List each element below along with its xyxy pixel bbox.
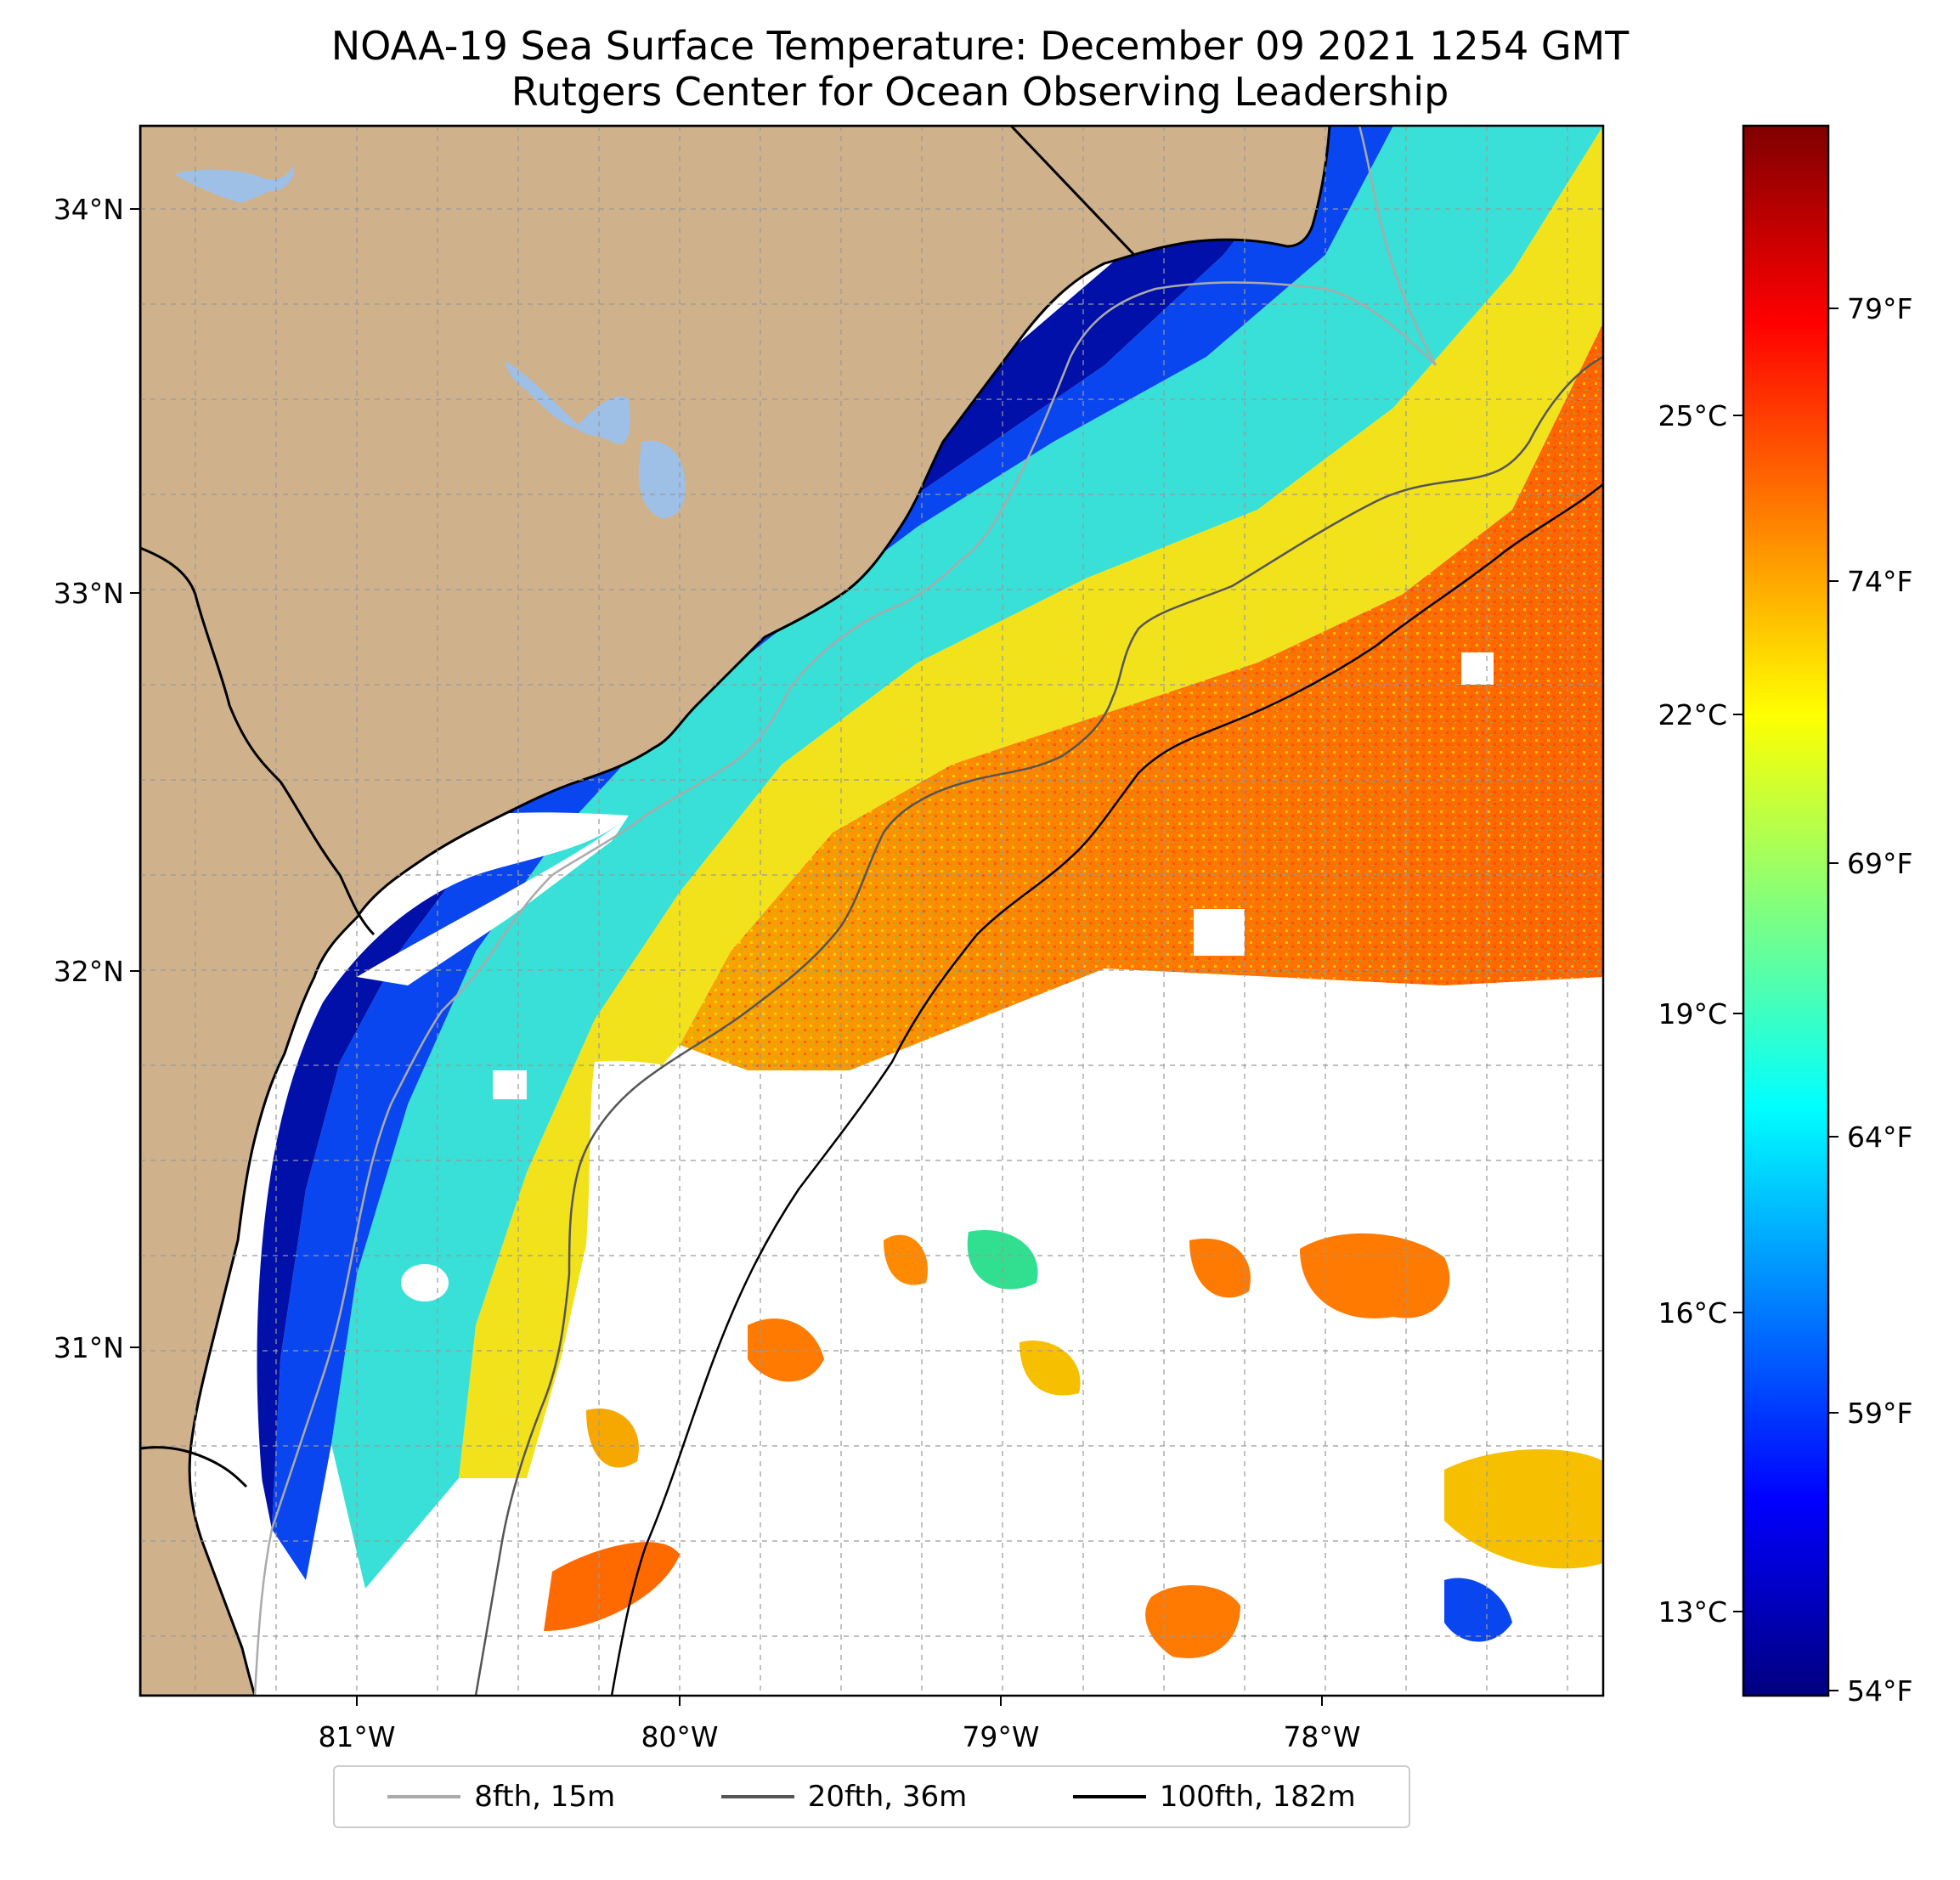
legend-label: 20fth, 36m xyxy=(807,1780,968,1814)
colorbar-celsius-label: 16°C xyxy=(1658,1296,1727,1330)
state-boundaries xyxy=(140,126,1136,1488)
colorbar-fahrenheit-label: 64°F xyxy=(1847,1121,1912,1154)
colorbar-fahrenheit-label: 79°F xyxy=(1847,292,1912,325)
colorbar-gradient xyxy=(1742,124,1830,1697)
chart-title: NOAA-19 Sea Surface Temperature: Decembe… xyxy=(330,23,1630,69)
chart-subtitle: Rutgers Center for Ocean Observing Leade… xyxy=(511,69,1449,115)
lat-axis: 34°N 33°N 32°N 31°N xyxy=(54,193,140,1364)
nearshore-no-data xyxy=(238,812,629,1696)
map-area xyxy=(140,126,1603,1696)
colorbar-celsius-label: 25°C xyxy=(1658,399,1727,432)
isobath-100fth xyxy=(610,483,1603,1696)
lat-tick-label: 33°N xyxy=(54,577,124,610)
legend-swatch xyxy=(387,1795,461,1798)
legend-item-20fth: 20fth, 36m xyxy=(720,1780,968,1814)
colorbar-celsius-label: 22°C xyxy=(1658,698,1727,731)
colorbar-fahrenheit-label: 74°F xyxy=(1847,565,1912,598)
legend-swatch xyxy=(1072,1795,1146,1798)
colorbar: 25°C 22°C 19°C 16°C 13°C 79°F 74°F 69°F … xyxy=(1658,124,1912,1708)
colorbar-celsius-label: 19°C xyxy=(1658,997,1727,1030)
lon-tick-label: 78°W xyxy=(1283,1720,1360,1753)
warm-patches xyxy=(544,1230,1603,1658)
colorbar-fahrenheit-label: 69°F xyxy=(1847,847,1912,880)
isobath-legend: 8fth, 15m 20fth, 36m 100fth, 182m xyxy=(333,1765,1410,1828)
lon-tick-label: 79°W xyxy=(962,1720,1039,1753)
colorbar-fahrenheit-label: 59°F xyxy=(1847,1397,1912,1430)
isobath-20fth xyxy=(474,355,1603,1696)
legend-label: 8fth, 15m xyxy=(474,1780,616,1814)
gridlines xyxy=(140,126,1603,1696)
isobath-8fth xyxy=(253,126,1438,1696)
legend-swatch xyxy=(720,1795,794,1798)
legend-item-100fth: 100fth, 182m xyxy=(1072,1780,1356,1814)
lat-tick-label: 32°N xyxy=(54,955,124,988)
lon-tick-label: 81°W xyxy=(318,1720,395,1753)
legend-item-8fth: 8fth, 15m xyxy=(387,1780,615,1814)
colorbar-fahrenheit-label: 54°F xyxy=(1847,1674,1912,1708)
lat-tick-label: 34°N xyxy=(54,193,124,226)
map-frame xyxy=(138,124,1605,1697)
colorbar-celsius-label: 13°C xyxy=(1658,1595,1727,1629)
lon-tick-label: 80°W xyxy=(641,1720,718,1753)
sst-speckle xyxy=(680,323,1603,1070)
lat-tick-label: 31°N xyxy=(54,1331,124,1364)
legend-label: 100fth, 182m xyxy=(1159,1780,1356,1814)
lon-axis: 81°W 80°W 79°W 78°W xyxy=(318,1696,1361,1753)
